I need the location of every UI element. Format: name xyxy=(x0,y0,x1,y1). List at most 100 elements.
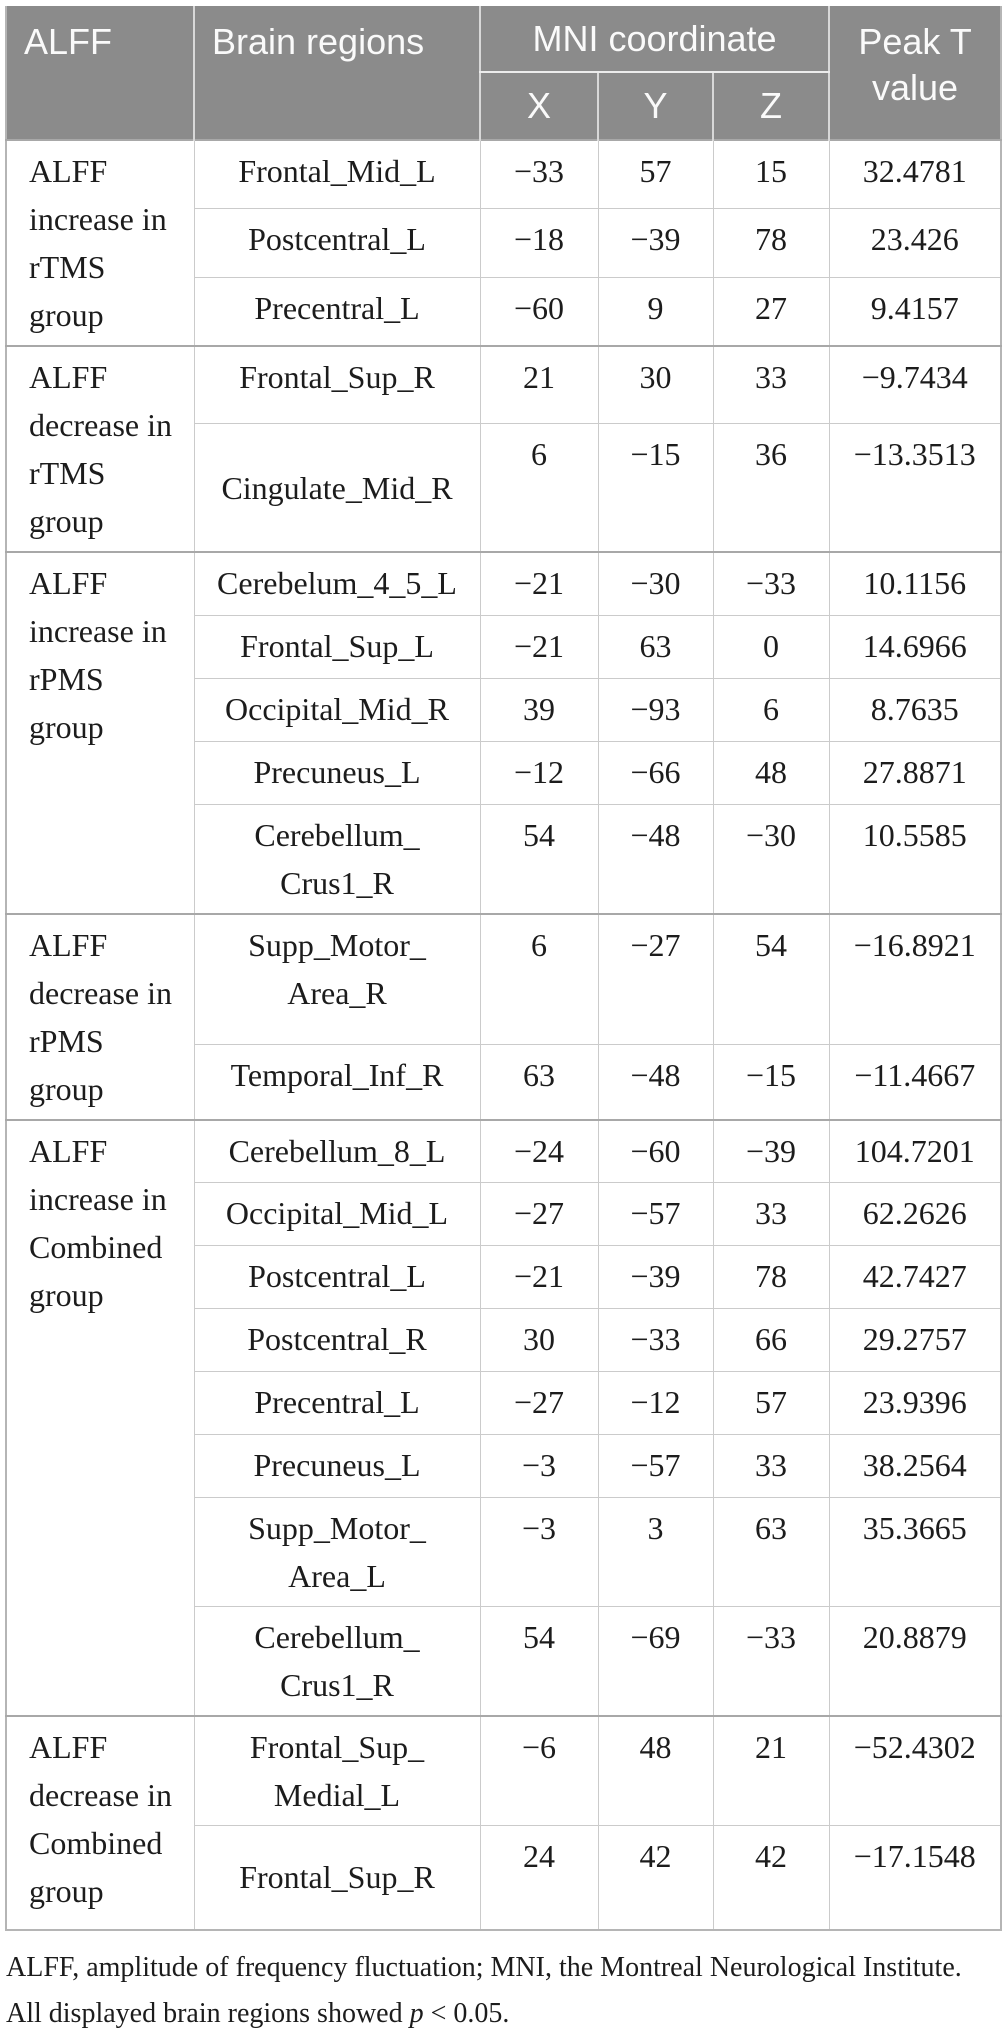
table-row: ALFF decrease in Combined group Frontal_S… xyxy=(5,1715,1002,1930)
table-row: ALFF decrease in rPMS group Supp_Motor_ A… xyxy=(5,912,1002,1120)
table-row: ALFF decrease in rTMS group Frontal_Sup_R… xyxy=(5,345,1002,553)
peak-t-cell: 32.4781 xyxy=(828,139,1002,210)
z-cell: 33 xyxy=(712,345,830,425)
region-cell: Supp_Motor_ Area_L xyxy=(193,1497,481,1607)
x-cell: 6 xyxy=(479,912,599,1045)
table-row: Frontal_Sup_L −21 63 0 14.6966 xyxy=(6,614,1002,679)
y-cell: −60 xyxy=(597,1118,714,1183)
group-label-cell: ALFF increase in rTMS group xyxy=(5,139,195,347)
z-cell: 63 xyxy=(712,1497,830,1607)
table-row: Precuneus_L −3 −57 33 38.2564 xyxy=(6,1434,1002,1498)
table-row: ALFF increase in Combined group Cerebellu… xyxy=(5,1118,1002,1717)
y-cell: −48 xyxy=(597,1043,714,1121)
peak-t-cell: 29.2757 xyxy=(828,1308,1002,1372)
region-cell: Cerebellum_ Crus1_R xyxy=(193,803,481,914)
y-cell: −30 xyxy=(597,551,714,616)
x-cell: 6 xyxy=(479,423,599,553)
peak-t-cell: −17.1548 xyxy=(828,1825,1002,1930)
z-cell: 33 xyxy=(712,1182,830,1246)
region-cell: Precentral_L xyxy=(193,1371,481,1435)
table-row: Cerebellum_ Crus1_R 54 −48 −30 10.5585 xyxy=(6,803,1002,914)
region-cell: Occipital_Mid_R xyxy=(193,677,481,742)
y-cell: −66 xyxy=(597,740,714,805)
region-cell: Cerebellum_ Crus1_R xyxy=(193,1606,481,1717)
peak-t-cell: 8.7635 xyxy=(828,677,1002,742)
y-cell: −27 xyxy=(597,912,714,1045)
x-cell: −60 xyxy=(479,276,599,347)
group-label-cell: ALFF decrease in rPMS group xyxy=(5,912,195,1120)
x-cell: 21 xyxy=(479,345,599,425)
region-cell: Precentral_L xyxy=(193,276,481,347)
peak-t-cell: −11.4667 xyxy=(828,1043,1002,1121)
y-cell: −69 xyxy=(597,1606,714,1717)
x-cell: 30 xyxy=(479,1308,599,1372)
peak-t-cell: 10.1156 xyxy=(828,551,1002,616)
x-cell: −27 xyxy=(479,1371,599,1435)
region-cell: Cingulate_Mid_R xyxy=(193,423,481,553)
table-row: Temporal_Inf_R 63 −48 −15 −11.4667 xyxy=(6,1043,1002,1121)
y-cell: 48 xyxy=(597,1715,714,1826)
x-cell: −3 xyxy=(479,1497,599,1607)
peak-t-cell: 10.5585 xyxy=(828,803,1002,914)
y-cell: 63 xyxy=(597,614,714,679)
header-x: X xyxy=(479,72,598,140)
header-peak-t-value: Peak T value xyxy=(828,6,1002,140)
header-row-xyz: X Y Z xyxy=(6,72,1001,140)
z-cell: −33 xyxy=(712,551,830,616)
x-cell: 63 xyxy=(479,1043,599,1121)
table-row: Supp_Motor_ Area_L −3 3 63 35.3665 xyxy=(6,1497,1002,1607)
peak-t-cell: 20.8879 xyxy=(828,1606,1002,1717)
peak-t-cell: −13.3513 xyxy=(828,423,1002,553)
y-cell: −48 xyxy=(597,803,714,914)
y-cell: −39 xyxy=(597,208,714,278)
region-cell: Cerebelum_4_5_L xyxy=(193,551,481,616)
z-cell: 66 xyxy=(712,1308,830,1372)
group-label-cell: ALFF increase in rPMS group xyxy=(5,551,195,914)
y-cell: −39 xyxy=(597,1245,714,1309)
region-cell: Cerebellum_8_L xyxy=(193,1118,481,1183)
x-cell: 54 xyxy=(479,803,599,914)
z-cell: 27 xyxy=(712,276,830,347)
region-cell: Supp_Motor_ Area_R xyxy=(193,912,481,1045)
region-cell: Postcentral_R xyxy=(193,1308,481,1372)
table-row: Cingulate_Mid_R 6 −15 36 −13.3513 xyxy=(6,423,1002,553)
header-row-main: ALFF Brain regions MNI coordinate Peak T… xyxy=(6,6,1002,140)
z-cell: 54 xyxy=(712,912,830,1045)
header-brain-regions: Brain regions xyxy=(193,6,480,140)
x-cell: −27 xyxy=(479,1182,599,1246)
peak-t-cell: −9.7434 xyxy=(828,345,1002,425)
group-label-cell: ALFF decrease in Combined group xyxy=(5,1715,195,1930)
x-cell: −21 xyxy=(479,614,599,679)
region-cell: Occipital_Mid_L xyxy=(193,1182,481,1246)
z-cell: −15 xyxy=(712,1043,830,1121)
region-cell: Temporal_Inf_R xyxy=(193,1043,481,1121)
region-cell: Frontal_Sup_R xyxy=(193,345,481,425)
footnote-p-italic: p xyxy=(409,1997,424,2029)
z-cell: 0 xyxy=(712,614,830,679)
table-footnote: ALFF, amplitude of frequency fluctuation… xyxy=(6,1945,1000,2037)
y-cell: 30 xyxy=(597,345,714,425)
header-z: Z xyxy=(711,72,830,140)
group-label-cell: ALFF increase in Combined group xyxy=(5,1118,195,1717)
z-cell: 78 xyxy=(712,1245,830,1309)
region-cell: Postcentral_L xyxy=(193,1245,481,1309)
header-alff: ALFF xyxy=(6,6,194,140)
z-cell: 78 xyxy=(712,208,830,278)
y-cell: 42 xyxy=(597,1825,714,1930)
region-cell: Postcentral_L xyxy=(193,208,481,278)
x-cell: −6 xyxy=(479,1715,599,1826)
y-cell: −57 xyxy=(597,1182,714,1246)
y-cell: 3 xyxy=(597,1497,714,1607)
table-row: ALFF increase in rTMS group Frontal_Mid_L… xyxy=(5,139,1002,347)
y-cell: −12 xyxy=(597,1371,714,1435)
group-label-cell: ALFF decrease in rTMS group xyxy=(5,345,195,553)
table-header: ALFF Brain regions MNI coordinate Peak T… xyxy=(6,6,1002,140)
x-cell: −3 xyxy=(479,1434,599,1498)
x-cell: −21 xyxy=(479,1245,599,1309)
table-row: Precentral_L −60 9 27 9.4157 xyxy=(6,276,1002,347)
x-cell: 54 xyxy=(479,1606,599,1717)
peak-t-cell: 23.9396 xyxy=(828,1371,1002,1435)
region-cell: Precuneus_L xyxy=(193,1434,481,1498)
y-cell: −93 xyxy=(597,677,714,742)
